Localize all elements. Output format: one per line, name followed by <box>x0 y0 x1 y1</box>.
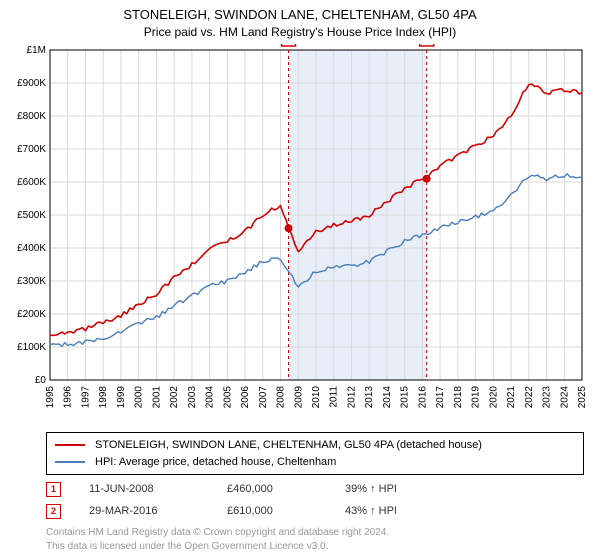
chart-subtitle: Price paid vs. HM Land Registry's House … <box>0 24 600 39</box>
svg-text:2017: 2017 <box>435 386 446 409</box>
chart-title: STONELEIGH, SWINDON LANE, CHELTENHAM, GL… <box>0 0 600 24</box>
sale-price-2: £610,000 <box>227 505 317 517</box>
sale-marker-2: 2 <box>46 504 61 519</box>
svg-text:1999: 1999 <box>116 386 127 409</box>
sale-marker-1: 1 <box>46 482 61 497</box>
sale-date-2: 29-MAR-2016 <box>89 505 199 517</box>
sale-row-2: 2 29-MAR-2016 £610,000 43% ↑ HPI <box>46 500 435 522</box>
svg-text:£600K: £600K <box>17 177 46 188</box>
svg-text:2018: 2018 <box>453 386 464 409</box>
legend-row-hpi: HPI: Average price, detached house, Chel… <box>55 454 575 471</box>
svg-text:£0: £0 <box>35 375 47 386</box>
svg-text:2024: 2024 <box>559 386 570 409</box>
legend-swatch-hpi <box>55 461 85 463</box>
svg-text:1997: 1997 <box>80 386 91 409</box>
svg-text:£100K: £100K <box>17 342 46 353</box>
sale-diff-1: 39% ↑ HPI <box>345 483 435 495</box>
sale-diff-2: 43% ↑ HPI <box>345 505 435 517</box>
svg-text:2000: 2000 <box>134 386 145 409</box>
svg-text:2014: 2014 <box>382 386 393 409</box>
svg-text:2005: 2005 <box>222 386 233 409</box>
chart-area: £0 £100K £200K £300K £400K £500K £600K £700K £80… <box>8 44 592 424</box>
svg-text:2: 2 <box>424 44 429 45</box>
svg-text:2015: 2015 <box>400 386 411 409</box>
svg-text:1996: 1996 <box>63 386 74 409</box>
svg-text:2025: 2025 <box>577 386 588 409</box>
svg-text:£700K: £700K <box>17 144 46 155</box>
sale-row-1: 1 11-JUN-2008 £460,000 39% ↑ HPI <box>46 478 435 500</box>
svg-text:2008: 2008 <box>276 386 287 409</box>
svg-text:2009: 2009 <box>293 386 304 409</box>
svg-text:2001: 2001 <box>151 386 162 409</box>
svg-text:2021: 2021 <box>506 386 517 409</box>
legend-label-hpi: HPI: Average price, detached house, Chel… <box>95 454 336 471</box>
svg-text:2023: 2023 <box>542 386 553 409</box>
sale-date-1: 11-JUN-2008 <box>89 483 199 495</box>
legend-swatch-stoneleigh <box>55 444 85 446</box>
svg-text:2007: 2007 <box>258 386 269 409</box>
svg-text:2002: 2002 <box>169 386 180 409</box>
svg-text:£400K: £400K <box>17 243 46 254</box>
svg-text:2010: 2010 <box>311 386 322 409</box>
svg-text:2004: 2004 <box>205 386 216 409</box>
legend-label-stoneleigh: STONELEIGH, SWINDON LANE, CHELTENHAM, GL… <box>95 437 482 454</box>
legend-row-stoneleigh: STONELEIGH, SWINDON LANE, CHELTENHAM, GL… <box>55 437 575 454</box>
svg-text:2022: 2022 <box>524 386 535 409</box>
svg-text:2019: 2019 <box>471 386 482 409</box>
footnote-line-2: This data is licensed under the Open Gov… <box>46 540 389 554</box>
sale-price-1: £460,000 <box>227 483 317 495</box>
svg-text:£300K: £300K <box>17 276 46 287</box>
svg-text:2020: 2020 <box>488 386 499 409</box>
chart-svg: £0 £100K £200K £300K £400K £500K £600K £700K £80… <box>8 44 592 424</box>
svg-text:2003: 2003 <box>187 386 198 409</box>
svg-text:2012: 2012 <box>346 386 357 409</box>
svg-text:£1M: £1M <box>27 45 46 56</box>
svg-text:2016: 2016 <box>417 386 428 409</box>
svg-text:1995: 1995 <box>45 386 56 409</box>
svg-text:2011: 2011 <box>329 386 340 408</box>
svg-text:2013: 2013 <box>364 386 375 409</box>
svg-text:2006: 2006 <box>240 386 251 409</box>
svg-text:1: 1 <box>286 44 291 45</box>
svg-text:£200K: £200K <box>17 309 46 320</box>
sale-annotations: 1 11-JUN-2008 £460,000 39% ↑ HPI 2 29-MA… <box>46 478 435 522</box>
svg-text:£900K: £900K <box>17 78 46 89</box>
svg-text:£500K: £500K <box>17 210 46 221</box>
legend: STONELEIGH, SWINDON LANE, CHELTENHAM, GL… <box>46 432 584 475</box>
footnote-line-1: Contains HM Land Registry data © Crown c… <box>46 526 389 540</box>
svg-text:£800K: £800K <box>17 111 46 122</box>
footnote: Contains HM Land Registry data © Crown c… <box>46 526 389 553</box>
svg-text:1998: 1998 <box>98 386 109 409</box>
